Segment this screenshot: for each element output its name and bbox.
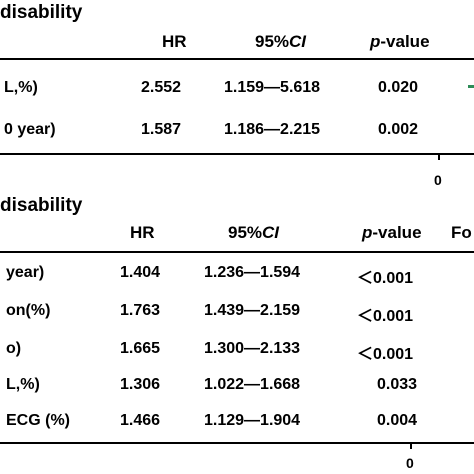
top-bottom-rule [0,153,474,155]
top-header-ci-prefix: 95% [255,32,290,51]
bottom-header-ci-prefix: 95% [228,223,263,242]
bottom-header-hr: HR [130,223,155,242]
bottom-row-3-ci: 1.300—2.133 [204,340,301,357]
bottom-row-1-hr: 1.404 [120,264,161,281]
bottom-header-extra: Fo [451,223,472,242]
bottom-header-ci: 95%CI [228,223,279,243]
top-header-rule [0,58,474,60]
top-header-p-suffix: -value [380,32,430,51]
top-row-2-label: 0 year) [4,121,56,138]
top-header-ci: 95%CI [255,32,306,52]
top-header-ci-italic: CI [289,32,307,51]
bottom-header-ci-italic: CI [262,223,280,242]
bottom-axis-zero-label: 0 [406,455,414,471]
bottom-bottom-rule [0,442,474,444]
bottom-row-2-label: on(%) [6,302,51,319]
top-header-p-italic: p [370,32,381,51]
bottom-table-title: disability [0,195,83,216]
bottom-row-4-label: L,%) [6,376,40,393]
bottom-row-2-p: ＜0.001 [357,308,414,325]
bottom-header-rule [0,251,474,253]
bottom-row-3-hr: 1.665 [120,340,161,357]
bottom-row-3-label: o) [6,340,22,357]
bottom-row-1-p: ＜0.001 [357,270,414,287]
top-row-2-p: 0.002 [378,121,419,138]
top-row-1-label: L,%) [4,79,38,96]
bottom-row-3-p: ＜0.001 [357,346,414,363]
bottom-row-4-p: 0.033 [377,376,418,393]
top-row-1-marker [468,85,474,88]
top-row-1-ci: 1.159—5.618 [224,79,321,96]
bottom-row-5-label: ECG (%) [6,412,70,429]
bottom-header-p-suffix: -value [372,223,422,242]
top-header-hr: HR [162,32,187,51]
bottom-row-2-ci: 1.439—2.159 [204,302,301,319]
top-table-title: disability [0,2,83,23]
bottom-row-1-label: year) [6,264,45,281]
top-row-1-hr: 2.552 [141,79,182,96]
bottom-row-4-hr: 1.306 [120,376,161,393]
bottom-header-p: p-value [362,223,422,243]
bottom-row-1-ci: 1.236—1.594 [204,264,301,281]
top-header-p: p-value [370,32,430,52]
bottom-row-5-ci: 1.129—1.904 [204,412,301,429]
top-row-1-p: 0.020 [378,79,419,96]
top-axis-tick [438,153,440,160]
bottom-axis-tick [410,442,412,449]
bottom-row-5-hr: 1.466 [120,412,161,429]
bottom-header-p-italic: p [362,223,373,242]
bottom-row-5-p: 0.004 [377,412,418,429]
top-axis-zero-label: 0 [434,172,442,188]
top-row-2-hr: 1.587 [141,121,182,138]
bottom-row-2-hr: 1.763 [120,302,161,319]
bottom-row-4-ci: 1.022—1.668 [204,376,301,393]
top-row-2-ci: 1.186—2.215 [224,121,321,138]
